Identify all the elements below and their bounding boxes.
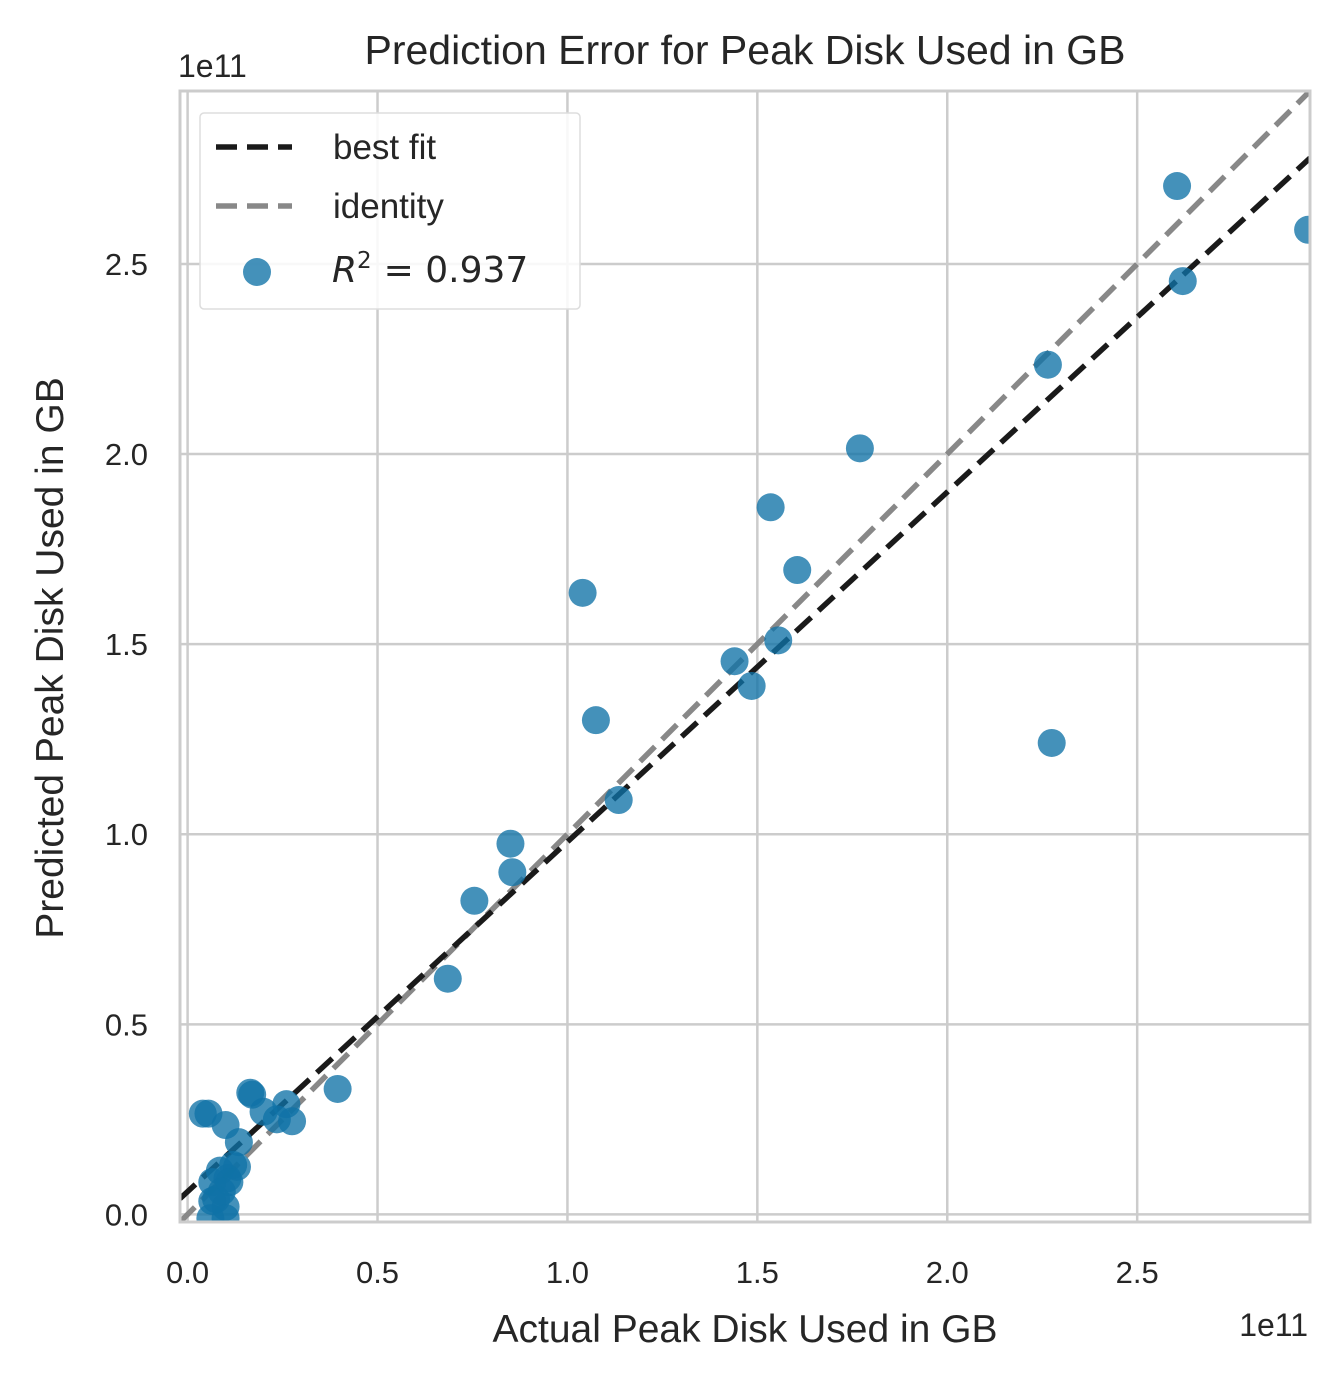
fit-lines	[180, 91, 1310, 1222]
scatter-point	[460, 886, 489, 915]
y-axis-label: Predicted Peak Disk Used in GB	[29, 377, 72, 938]
scatter-point	[262, 1105, 291, 1134]
legend-points-marker	[243, 258, 271, 286]
y-tick-label: 1.5	[105, 627, 148, 662]
y-tick-label: 0.0	[105, 1197, 148, 1232]
legend: best fit identity R2 = 0.937	[199, 112, 581, 310]
x-tick-label: 0.5	[356, 1255, 399, 1290]
scatter-point	[737, 671, 766, 700]
scatter-point	[756, 493, 785, 522]
y-tick-labels: 0.0 0.5 1.0 1.5 2.0 2.5	[105, 247, 148, 1232]
scatter-point	[1033, 350, 1062, 379]
x-axis-label: Actual Peak Disk Used in GB	[492, 1308, 997, 1351]
scatter-point	[323, 1074, 352, 1103]
x-tick-labels: 0.0 0.5 1.0 1.5 2.0 2.5	[166, 1255, 1159, 1290]
y-tick-label: 2.0	[105, 437, 148, 472]
y-tick-label: 1.0	[105, 817, 148, 852]
x-axis-exponent: 1e11	[1239, 1307, 1308, 1343]
scatter-point	[1294, 215, 1310, 244]
scatter-points	[188, 172, 1310, 1222]
scatter-point	[1037, 728, 1066, 757]
identity-line	[180, 91, 1310, 1222]
best-fit-line	[180, 156, 1310, 1201]
plot-frame	[178, 89, 1312, 1224]
legend-identity-label: identity	[333, 187, 444, 226]
scatter-point	[1163, 172, 1192, 201]
scatter-point	[498, 858, 527, 887]
scatter-point	[720, 647, 749, 676]
scatter-point	[764, 626, 793, 655]
scatter-point	[496, 829, 525, 858]
scatter-point	[568, 578, 597, 607]
y-axis-exponent: 1e11	[178, 48, 247, 84]
scatter-point	[211, 1204, 240, 1222]
x-tick-label: 1.5	[736, 1255, 779, 1290]
x-tick-label: 2.5	[1116, 1255, 1159, 1290]
legend-best-fit-label: best fit	[333, 128, 436, 167]
scatter-point	[433, 964, 462, 993]
scatter-point	[581, 706, 610, 735]
scatter-point	[604, 786, 633, 815]
y-tick-label: 2.5	[105, 247, 148, 282]
scatter-point	[224, 1128, 253, 1157]
scatter-point	[1168, 267, 1197, 296]
x-tick-label: 1.0	[546, 1255, 589, 1290]
x-tick-label: 0.0	[166, 1255, 209, 1290]
scatter-point	[845, 434, 874, 463]
legend-score-label: R2 = 0.937	[332, 248, 528, 291]
scatter-point	[783, 556, 812, 585]
legend-box	[199, 112, 581, 310]
x-tick-label: 2.0	[926, 1255, 969, 1290]
chart-title: Prediction Error for Peak Disk Used in G…	[364, 27, 1125, 73]
y-tick-label: 0.5	[105, 1007, 148, 1042]
